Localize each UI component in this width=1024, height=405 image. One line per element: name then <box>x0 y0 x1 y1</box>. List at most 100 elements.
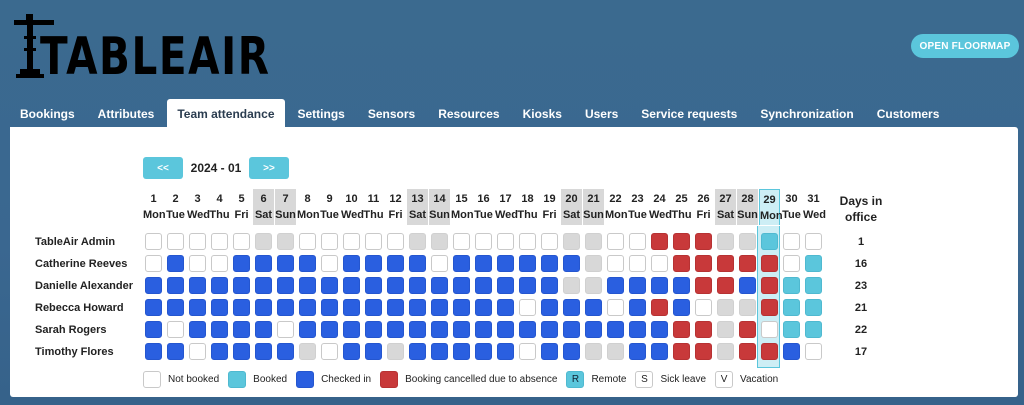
attendance-cell[interactable] <box>761 233 778 250</box>
attendance-cell[interactable] <box>299 321 316 338</box>
attendance-cell[interactable] <box>145 321 162 338</box>
attendance-cell[interactable] <box>475 321 492 338</box>
attendance-cell[interactable] <box>651 277 668 294</box>
attendance-cell[interactable] <box>255 321 272 338</box>
attendance-cell[interactable] <box>563 343 580 360</box>
attendance-cell[interactable] <box>211 321 228 338</box>
attendance-cell[interactable] <box>343 343 360 360</box>
attendance-cell[interactable] <box>695 321 712 338</box>
attendance-cell[interactable] <box>167 299 184 316</box>
attendance-cell[interactable] <box>541 299 558 316</box>
attendance-cell[interactable] <box>387 321 404 338</box>
attendance-cell[interactable] <box>629 321 646 338</box>
attendance-cell[interactable] <box>409 277 426 294</box>
attendance-cell[interactable] <box>519 255 536 272</box>
attendance-cell[interactable] <box>167 255 184 272</box>
attendance-cell[interactable] <box>365 343 382 360</box>
attendance-cell[interactable] <box>783 299 800 316</box>
attendance-cell[interactable] <box>563 321 580 338</box>
attendance-cell[interactable] <box>475 299 492 316</box>
attendance-cell[interactable] <box>541 321 558 338</box>
attendance-cell[interactable] <box>145 277 162 294</box>
attendance-cell[interactable] <box>761 343 778 360</box>
attendance-cell[interactable] <box>475 343 492 360</box>
attendance-cell[interactable] <box>299 255 316 272</box>
attendance-cell[interactable] <box>673 277 690 294</box>
attendance-cell[interactable] <box>189 299 206 316</box>
attendance-cell[interactable] <box>739 321 756 338</box>
tab-customers[interactable]: Customers <box>876 106 940 121</box>
attendance-cell[interactable] <box>607 255 624 272</box>
attendance-cell[interactable] <box>343 321 360 338</box>
attendance-cell[interactable] <box>453 233 470 250</box>
attendance-cell[interactable] <box>629 299 646 316</box>
previous-month-button[interactable]: << <box>143 157 183 179</box>
attendance-cell[interactable] <box>211 255 228 272</box>
attendance-cell[interactable] <box>607 233 624 250</box>
attendance-cell[interactable] <box>695 343 712 360</box>
attendance-cell[interactable] <box>607 277 624 294</box>
attendance-cell[interactable] <box>299 277 316 294</box>
attendance-cell[interactable] <box>321 255 338 272</box>
attendance-cell[interactable] <box>475 233 492 250</box>
attendance-cell[interactable] <box>277 299 294 316</box>
tab-users[interactable]: Users <box>584 106 619 121</box>
attendance-cell[interactable] <box>805 299 822 316</box>
attendance-cell[interactable] <box>607 299 624 316</box>
attendance-cell[interactable] <box>739 277 756 294</box>
attendance-cell[interactable] <box>695 233 712 250</box>
attendance-cell[interactable] <box>673 233 690 250</box>
attendance-cell[interactable] <box>497 321 514 338</box>
attendance-cell[interactable] <box>277 255 294 272</box>
tab-attributes[interactable]: Attributes <box>97 106 155 121</box>
attendance-cell[interactable] <box>453 343 470 360</box>
attendance-cell[interactable] <box>189 233 206 250</box>
tab-resources[interactable]: Resources <box>438 106 500 121</box>
attendance-cell[interactable] <box>233 277 250 294</box>
attendance-cell[interactable] <box>409 233 426 250</box>
attendance-cell[interactable] <box>167 233 184 250</box>
attendance-cell[interactable] <box>453 299 470 316</box>
attendance-cell[interactable] <box>453 255 470 272</box>
attendance-cell[interactable] <box>761 255 778 272</box>
attendance-cell[interactable] <box>255 255 272 272</box>
attendance-cell[interactable] <box>761 299 778 316</box>
attendance-cell[interactable] <box>585 255 602 272</box>
attendance-cell[interactable] <box>541 343 558 360</box>
attendance-cell[interactable] <box>343 299 360 316</box>
attendance-cell[interactable] <box>519 343 536 360</box>
attendance-cell[interactable] <box>277 321 294 338</box>
attendance-cell[interactable] <box>717 255 734 272</box>
attendance-cell[interactable] <box>761 277 778 294</box>
attendance-cell[interactable] <box>409 343 426 360</box>
attendance-cell[interactable] <box>783 343 800 360</box>
attendance-cell[interactable] <box>233 255 250 272</box>
attendance-cell[interactable] <box>805 255 822 272</box>
attendance-cell[interactable] <box>497 299 514 316</box>
attendance-cell[interactable] <box>387 233 404 250</box>
attendance-cell[interactable] <box>431 343 448 360</box>
attendance-cell[interactable] <box>255 277 272 294</box>
attendance-cell[interactable] <box>211 343 228 360</box>
attendance-cell[interactable] <box>673 255 690 272</box>
attendance-cell[interactable] <box>255 233 272 250</box>
attendance-cell[interactable] <box>321 321 338 338</box>
attendance-cell[interactable] <box>783 255 800 272</box>
attendance-cell[interactable] <box>519 321 536 338</box>
attendance-cell[interactable] <box>365 321 382 338</box>
attendance-cell[interactable] <box>211 299 228 316</box>
attendance-cell[interactable] <box>453 321 470 338</box>
attendance-cell[interactable] <box>783 321 800 338</box>
attendance-cell[interactable] <box>365 277 382 294</box>
attendance-cell[interactable] <box>519 233 536 250</box>
attendance-cell[interactable] <box>563 233 580 250</box>
attendance-cell[interactable] <box>563 277 580 294</box>
attendance-cell[interactable] <box>739 255 756 272</box>
attendance-cell[interactable] <box>695 299 712 316</box>
attendance-cell[interactable] <box>343 233 360 250</box>
attendance-cell[interactable] <box>651 233 668 250</box>
attendance-cell[interactable] <box>387 255 404 272</box>
attendance-cell[interactable] <box>651 299 668 316</box>
tab-kiosks[interactable]: Kiosks <box>522 106 562 121</box>
attendance-cell[interactable] <box>299 233 316 250</box>
